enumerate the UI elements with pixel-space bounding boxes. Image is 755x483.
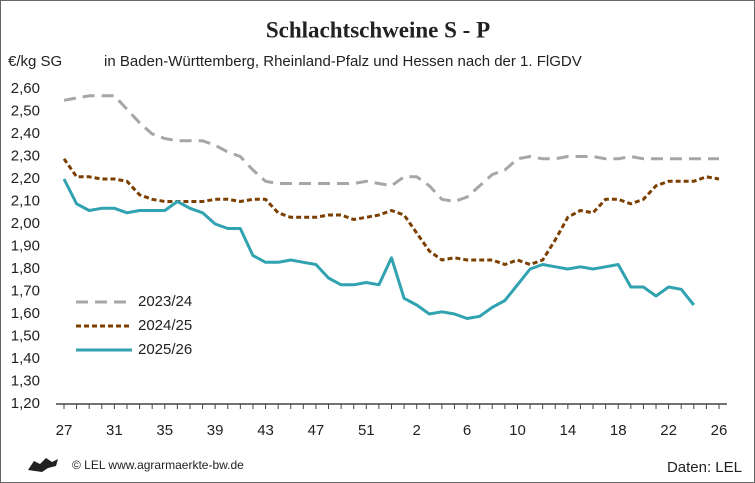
y-tick-label: 2,00 [11,215,40,232]
series-line [62,178,695,320]
y-tick-label: 2,30 [11,147,40,164]
copyright: © LEL www.agrarmaerkte-bw.de [72,458,244,472]
y-axis-label: €/kg SG [8,53,62,70]
x-tick-label: 14 [560,422,577,439]
legend-label: 2023/24 [138,293,192,310]
x-tick-label: 18 [610,422,627,439]
y-tick-label: 2,10 [11,192,40,209]
y-tick-label: 1,70 [11,282,40,299]
source: Daten: LEL [667,459,742,476]
y-tick-label: 1,30 [11,372,40,389]
x-tick-label: 43 [257,422,274,439]
x-tick-label: 26 [711,422,728,439]
logo [28,458,58,472]
y-tick-label: 1,50 [11,327,40,344]
x-tick-label: 22 [660,422,677,439]
y-tick-label: 2,50 [11,102,40,119]
x-tick-label: 31 [106,422,123,439]
y-tick-label: 1,20 [11,395,40,412]
legend-label: 2025/26 [138,341,192,358]
y-tick-label: 2,20 [11,170,40,187]
x-tick-label: 27 [56,422,73,439]
chart-title: Schlachtschweine S - P [266,17,490,42]
x-tick-label: 39 [207,422,224,439]
subtitle: in Baden-Württemberg, Rheinland-Pfalz un… [104,53,582,70]
x-tick-label: 51 [358,422,375,439]
y-tick-label: 2,60 [11,80,40,97]
x-tick-label: 35 [156,422,173,439]
y-tick-label: 1,90 [11,237,40,254]
x-tick-label: 2 [413,422,421,439]
legend-label: 2024/25 [138,317,192,334]
x-tick-label: 10 [509,422,526,439]
y-tick-label: 2,40 [11,125,40,142]
x-tick-label: 47 [308,422,325,439]
y-tick-label: 1,60 [11,305,40,322]
y-tick-label: 1,80 [11,260,40,277]
y-tick-label: 1,40 [11,350,40,367]
x-tick-label: 6 [463,422,471,439]
series-line [62,157,720,266]
